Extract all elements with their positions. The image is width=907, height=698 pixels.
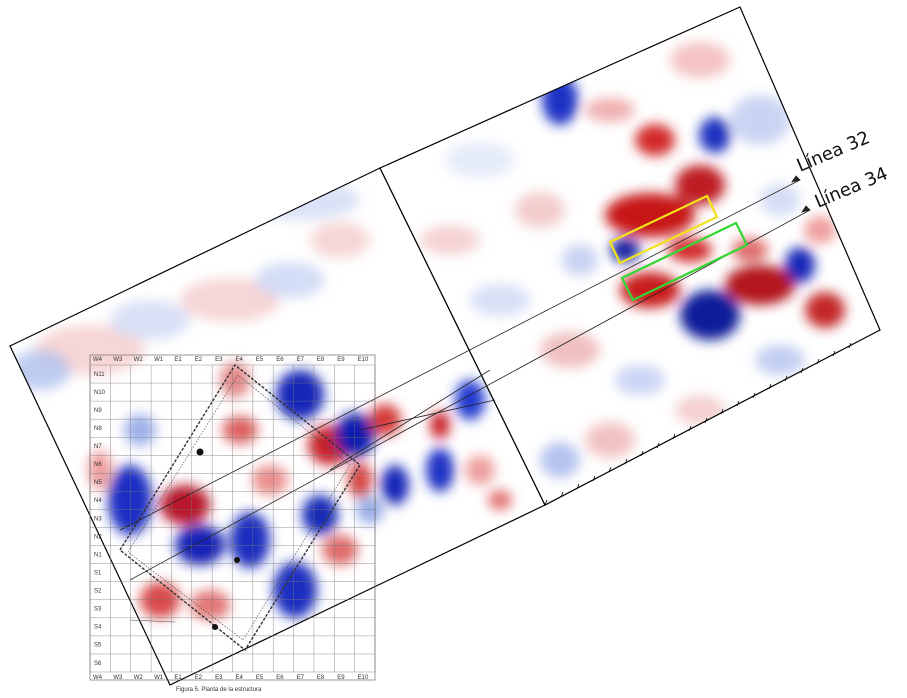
green-anomaly-box xyxy=(620,221,749,302)
row-label: S6 xyxy=(94,661,102,667)
column-label: E9 xyxy=(337,675,345,681)
column-label: E6 xyxy=(276,675,284,681)
row-label: S4 xyxy=(94,625,102,631)
anomaly-boxes xyxy=(608,194,749,302)
bottom-column-labels: W4 W3 W2 W1 E1 E2 E3 E4 E5 E6 E7 E8 E9 E10 xyxy=(93,675,369,681)
line-34-label: Línea 34 xyxy=(812,163,891,212)
top-column-labels: W4 W3 W2 W1 E1 E2 E3 E4 E5 E6 E7 E8 E9 E10 xyxy=(93,357,369,363)
marker-dot xyxy=(234,557,240,563)
row-label: N2 xyxy=(94,534,102,540)
column-label: W1 xyxy=(154,675,164,681)
row-label: N1 xyxy=(94,552,102,558)
column-label: E8 xyxy=(317,357,325,363)
row-label: S1 xyxy=(94,570,102,576)
column-label: W4 xyxy=(93,675,103,681)
column-label: W1 xyxy=(154,357,164,363)
column-label: E2 xyxy=(195,357,203,363)
right-slice-panel xyxy=(379,6,881,506)
column-label: W3 xyxy=(113,357,123,363)
row-label: S3 xyxy=(94,607,102,613)
axis-ticks xyxy=(544,342,852,506)
column-label: E2 xyxy=(195,675,203,681)
column-label: W3 xyxy=(113,675,123,681)
row-label: N9 xyxy=(94,408,102,414)
structure-outline xyxy=(119,363,361,652)
marker-dot xyxy=(212,624,218,630)
column-label: E1 xyxy=(174,675,182,681)
column-label: E1 xyxy=(174,357,182,363)
column-label: E8 xyxy=(317,675,325,681)
column-label: W4 xyxy=(93,357,103,363)
column-label: E5 xyxy=(256,675,264,681)
column-label: E7 xyxy=(297,357,305,363)
column-label: E10 xyxy=(358,675,369,681)
row-labels: N11 N10 N9 N8 N7 N6 N5 N4 N3 N2 N1 S1 S2 S3 S4 S5 S6 xyxy=(94,372,106,667)
plan-caption: Figura 5. Planta de la estructura xyxy=(176,687,262,693)
column-label: W2 xyxy=(134,675,144,681)
row-label: N11 xyxy=(94,372,105,378)
column-label: E5 xyxy=(256,357,264,363)
site-plan-overlay: W4 W3 W2 W1 E1 E2 E3 E4 E5 E6 E7 E8 E9 E10 W4 W3 W2 W1 E1… xyxy=(89,354,376,693)
row-label: N7 xyxy=(94,444,102,450)
column-label: E9 xyxy=(337,357,345,363)
plan-grid xyxy=(89,364,376,673)
row-label: N4 xyxy=(94,498,102,504)
survey-lines xyxy=(119,175,811,581)
row-label: N8 xyxy=(94,426,102,432)
row-label: N3 xyxy=(94,516,102,522)
row-label: N10 xyxy=(94,390,106,396)
column-label: E6 xyxy=(276,357,284,363)
marker-dot xyxy=(196,448,204,456)
yellow-anomaly-box xyxy=(608,194,719,265)
column-label: E3 xyxy=(215,357,223,363)
line-32-label: Línea 32 xyxy=(794,127,873,176)
row-label: S5 xyxy=(94,643,102,649)
column-label: E4 xyxy=(236,675,244,681)
column-label: E10 xyxy=(358,357,369,363)
column-label: E3 xyxy=(215,675,223,681)
row-label: N5 xyxy=(94,480,102,486)
column-label: E7 xyxy=(297,675,305,681)
column-label: W2 xyxy=(134,357,144,363)
column-label: E4 xyxy=(236,357,244,363)
row-label: N6 xyxy=(94,462,102,468)
row-label: S2 xyxy=(94,589,102,595)
left-slice-panel xyxy=(9,167,546,686)
